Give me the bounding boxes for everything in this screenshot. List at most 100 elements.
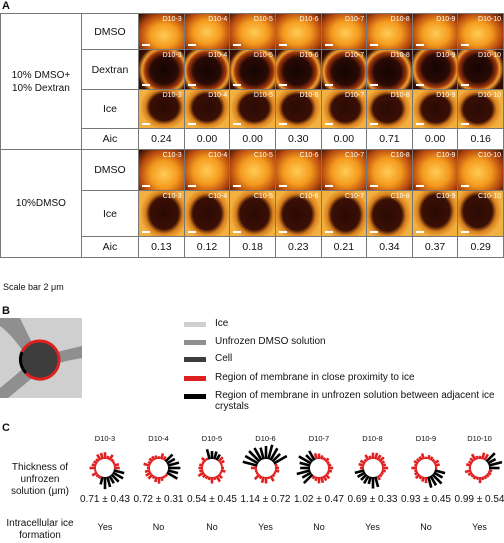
rosette-bar-unfrozen [484, 452, 496, 463]
rosette-bar-unfrozen [213, 451, 218, 460]
scale-bar [278, 231, 287, 233]
aic-value: 0.30 [274, 128, 322, 150]
membrane-near-ice [39, 339, 61, 361]
aic-value: 0.00 [183, 128, 231, 150]
micrograph-cell: D10-4 [183, 13, 231, 50]
rosette-bar-unfrozen [308, 450, 316, 461]
rosette-bar-near-ice [379, 471, 384, 476]
row-label: Ice [80, 190, 140, 237]
scale-bar [187, 44, 196, 46]
rosette-bar-near-ice [418, 475, 423, 480]
cell-id-label: C10-8 [390, 193, 410, 200]
scale-bar [324, 123, 333, 125]
rosette-bar-near-ice [207, 476, 211, 481]
rosette-bar-near-ice [359, 459, 366, 465]
thickness-rosette [142, 453, 180, 484]
micrograph-image [367, 14, 412, 49]
cell-id: D10-5 [201, 434, 223, 443]
cell-id-label: D10-4 [208, 92, 228, 99]
cell-id-label: D10-4 [208, 16, 228, 23]
rosette-bar-near-ice [465, 463, 472, 467]
ice-formation-value: Yes [258, 522, 273, 532]
scale-bar [187, 84, 196, 86]
rosette-bar-near-ice [363, 458, 368, 463]
scale-bar [142, 84, 151, 86]
rosette-bar-unfrozen [301, 471, 312, 479]
micrograph-cell: C10-6 [274, 149, 322, 191]
aic-value: 0.00 [411, 128, 459, 150]
legend-swatch [184, 376, 206, 381]
micrograph-cell: C10-8 [366, 149, 413, 191]
thickness-rosette [89, 452, 125, 490]
thickness-rosette [411, 453, 446, 488]
micrograph-cell: D10-3 [138, 13, 185, 50]
rosette-bar-near-ice [201, 461, 205, 465]
rosette-bar-unfrozen [431, 473, 443, 485]
micrograph-image [321, 150, 367, 190]
scale-bar [278, 123, 287, 125]
legend-swatch [184, 340, 206, 345]
micrograph-cell: D10-9 [411, 13, 459, 50]
rosette-bar-near-ice [213, 476, 217, 481]
scale-bar [415, 185, 424, 187]
rosette-bar-near-ice [464, 469, 472, 474]
scale-bar [461, 44, 470, 46]
rosette-bar-near-ice [150, 455, 156, 461]
rosette-bar-near-ice [273, 463, 278, 467]
membrane-near-ice [24, 359, 61, 381]
micrograph-image [184, 150, 230, 190]
cell-id-label: C10-7 [345, 152, 365, 159]
rosette-bar-unfrozen [366, 476, 372, 485]
cell-id-label: D10-10 [478, 16, 501, 23]
rosette-bar-near-ice [467, 471, 473, 476]
group-label: 10%DMSO [0, 149, 82, 258]
micrograph-image [412, 50, 458, 89]
membrane-schematic [0, 318, 82, 398]
cell-id-label: D10-3 [162, 92, 182, 99]
rosette-bar-near-ice [254, 469, 258, 473]
micrograph-cell: C10-10 [457, 149, 504, 191]
aic-value: 0.34 [366, 236, 413, 258]
rosette-bar-unfrozen [305, 454, 314, 463]
micrograph-image [412, 191, 458, 236]
rosette-bar-near-ice [260, 476, 265, 484]
cell-id-label: D10-7 [345, 92, 365, 99]
cell-id-label: C10-8 [390, 152, 410, 159]
micrograph-cell: D10-4 [183, 49, 231, 90]
micrograph-cell: D10-9 [411, 49, 459, 90]
scale-bar [142, 44, 151, 46]
micrograph-image [275, 14, 321, 49]
row-label: Ice [80, 89, 140, 129]
cell-id-label: C10-10 [478, 152, 501, 159]
thickness-rosette [464, 452, 502, 484]
cell-id-label: C10-5 [253, 193, 273, 200]
scale-bar [233, 185, 242, 187]
scale-bar [370, 231, 379, 233]
micrograph-cell: C10-10 [457, 190, 504, 237]
aic-value: 0.18 [229, 236, 276, 258]
aic-value: 0.37 [411, 236, 459, 258]
micrograph-image [412, 150, 458, 190]
scale-bar [415, 84, 424, 86]
micrograph-image [230, 14, 275, 49]
rosette-bar-near-ice [106, 455, 110, 460]
rosette-bar-near-ice [380, 469, 386, 473]
rosette-bar-unfrozen [258, 447, 265, 460]
rosette-bar-near-ice [373, 452, 378, 460]
micrograph-image [230, 150, 275, 190]
aic-value: 0.00 [320, 128, 368, 150]
scale-bar-note: Scale bar 2 μm [3, 282, 64, 292]
cell-id: D10-8 [362, 434, 383, 443]
scale-bar [370, 44, 379, 46]
micrograph-image [230, 90, 275, 128]
micrograph-cell: D10-4 [183, 89, 231, 129]
rosette-bar-near-ice [219, 459, 225, 465]
thickness-value: 0.93 ± 0.45 [401, 494, 451, 505]
micrograph-image [321, 90, 367, 128]
rosette-bar-near-ice [201, 473, 207, 479]
scale-bar [187, 185, 196, 187]
micrograph-cell: D10-10 [457, 49, 504, 90]
cell-id-label: C10-6 [299, 152, 319, 159]
cell-id-label: D10-6 [299, 16, 319, 23]
panel-c-letter: C [2, 422, 10, 434]
